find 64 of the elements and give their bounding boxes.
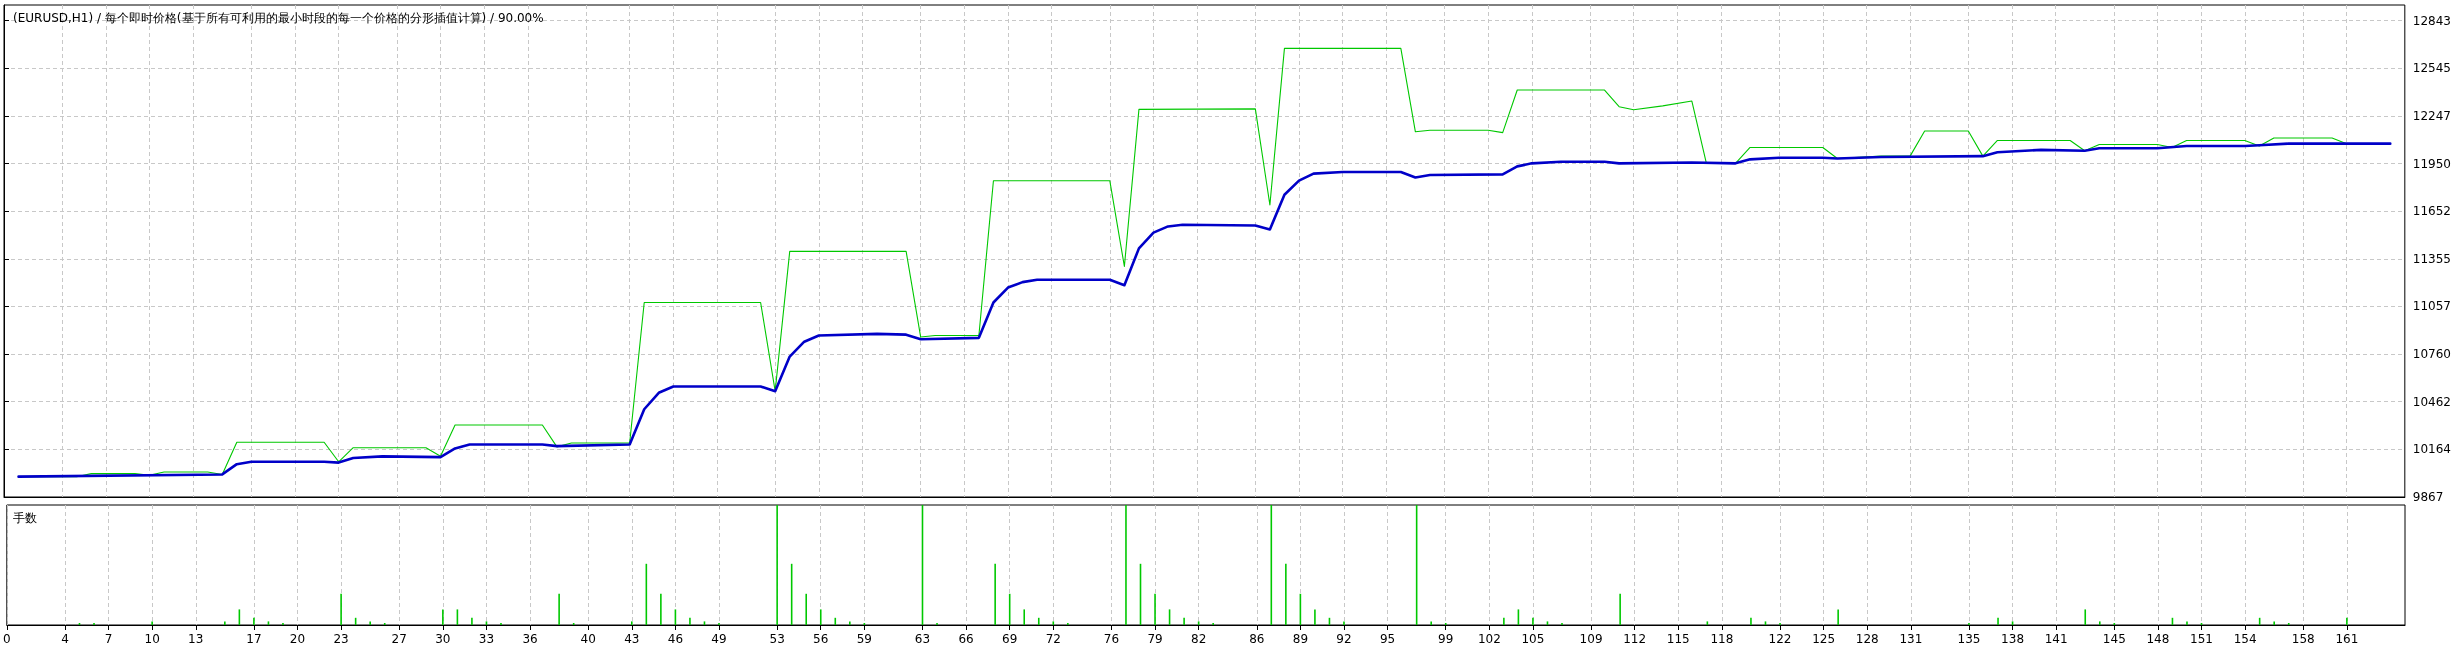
x-tick-label: 59 (856, 632, 872, 646)
y-tick-label: 10462 (2412, 394, 2452, 409)
x-tick-label: 69 (1002, 632, 1018, 646)
x-tick-label: 43 (624, 632, 640, 646)
y-tick-label: 11652 (2412, 204, 2452, 219)
x-tick-label: 27 (391, 632, 407, 646)
x-tick-label: 109 (1579, 632, 1603, 646)
y-tick-label: 12247 (2412, 108, 2452, 123)
y-tick-label: 12545 (2412, 61, 2452, 76)
x-tick-label: 53 (769, 632, 785, 646)
x-tick-label: 89 (1292, 632, 1309, 646)
x-tick-label: 151 (2190, 632, 2213, 646)
y-tick-label: 11355 (2412, 251, 2452, 266)
x-tick-label: 63 (914, 632, 931, 646)
x-tick-label: 145 (2102, 632, 2126, 646)
x-tick-label: 105 (1521, 632, 1545, 646)
x-tick-label: 72 (1045, 632, 1061, 646)
x-tick-label: 10 (144, 632, 160, 646)
x-tick-label: 46 (667, 632, 684, 646)
x-tick-label: 128 (1855, 632, 1879, 646)
x-tick-label: 20 (289, 632, 306, 646)
x-tick-label: 138 (2001, 632, 2025, 646)
x-tick-label: 99 (1438, 632, 1454, 646)
x-tick-label: 56 (813, 632, 829, 646)
x-tick-label: 4 (61, 632, 69, 646)
x-tick-label: 135 (1957, 632, 1981, 646)
x-tick-label: 141 (2044, 632, 2068, 646)
x-tick-label: 13 (188, 632, 204, 646)
x-tick-label: 82 (1191, 632, 1207, 646)
x-tick-label: 30 (435, 632, 451, 646)
x-tick-label: 115 (1666, 632, 1690, 646)
x-tick-label: 122 (1768, 632, 1792, 646)
x-tick-label: 40 (580, 632, 596, 646)
x-tick-label: 161 (2335, 632, 2359, 646)
x-tick-label: 158 (2291, 632, 2315, 646)
text: (EURUSD,H1) / 每个即时价格(基于所有可利用的最小时段的每一个价格的分形插值计算) / 90.00% (13, 11, 544, 25)
x-tick-label: 49 (711, 632, 727, 646)
x-tick-label: 0 (3, 632, 11, 646)
x-tick-label: 154 (2233, 632, 2257, 646)
x-tick-label: 131 (1899, 632, 1923, 646)
x-tick-label: 95 (1379, 632, 1396, 646)
x-tick-label: 17 (246, 632, 262, 646)
text: 手数 (13, 511, 37, 525)
x-tick-label: 76 (1103, 632, 1120, 646)
y-tick-label: 9867 (2412, 490, 2444, 504)
y-tick-label: 10760 (2412, 347, 2452, 362)
y-tick-label: 10164 (2412, 442, 2452, 457)
line-series (17, 142, 2392, 478)
y-tick-label: 11057 (2412, 299, 2452, 314)
x-tick-label: 102 (1477, 632, 1501, 646)
x-tick-label: 112 (1623, 632, 1647, 646)
x-tick-label: 86 (1249, 632, 1265, 646)
x-tick-label: 7 (104, 632, 113, 646)
x-tick-label: 79 (1147, 632, 1163, 646)
x-tick-label: 33 (478, 632, 495, 646)
x-tick-label: 23 (333, 632, 349, 646)
x-tick-label: 148 (2146, 632, 2170, 646)
x-tick-label: 118 (1710, 632, 1734, 646)
y-tick-label: 11950 (2412, 156, 2452, 171)
x-tick-label: 92 (1336, 632, 1352, 646)
x-tick-label: 125 (1812, 632, 1836, 646)
x-tick-label: 36 (522, 632, 538, 646)
x-tick-label: 66 (958, 632, 974, 646)
y-tick-label: 12843 (2412, 13, 2452, 28)
